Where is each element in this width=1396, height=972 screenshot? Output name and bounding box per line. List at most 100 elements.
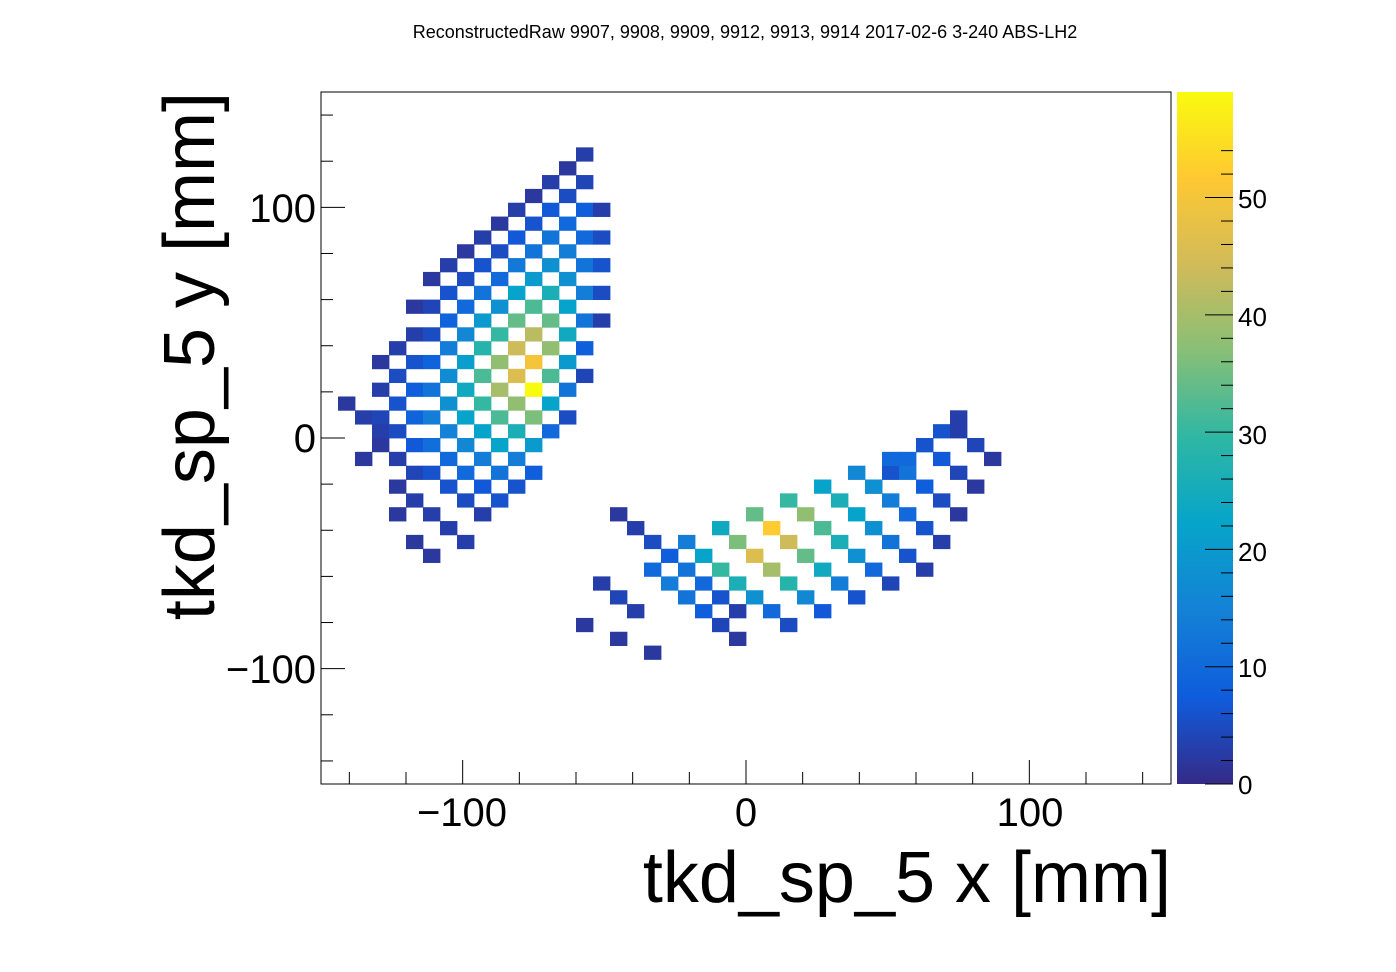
heatmap-bin (933, 534, 951, 550)
heatmap-bin (559, 188, 577, 204)
heatmap-bin (406, 354, 424, 370)
heatmap-bin (508, 451, 526, 467)
heatmap-bin (695, 604, 713, 619)
heatmap-bin (508, 341, 526, 356)
heatmap-bin (474, 396, 492, 411)
heatmap-bin (440, 341, 458, 356)
heatmap-bin (882, 534, 900, 550)
heatmap-bin (406, 438, 424, 453)
colorbar-ticks (1205, 150, 1233, 785)
heatmap-bin (644, 645, 662, 660)
heatmap-bin (389, 396, 407, 411)
axis-ticks (321, 114, 1144, 784)
heatmap-bin (423, 548, 441, 563)
heatmap-bin (406, 299, 424, 314)
heatmap-bin (508, 285, 526, 300)
heatmap-bin (916, 479, 934, 494)
colorbar-label-0: 0 (1238, 770, 1252, 800)
heatmap-bin (508, 230, 526, 245)
heatmap-bin (576, 368, 594, 384)
heatmap-bin (899, 548, 917, 563)
heatmap-bin (440, 479, 458, 494)
heatmap-bin (355, 410, 373, 425)
heatmap-bin (508, 202, 526, 217)
heatmap-bin (406, 410, 424, 425)
heatmap-bin (950, 424, 968, 439)
x-tick-label-0: 0 (735, 791, 757, 835)
heatmap-bin (967, 479, 985, 494)
heatmap-bin (984, 451, 1002, 467)
heatmap-bin (525, 465, 543, 480)
heatmap-bin (746, 590, 764, 605)
heatmap-bin (338, 396, 356, 411)
heatmap-bin (695, 548, 713, 563)
heatmap-bin (576, 285, 594, 300)
heatmap-bin (559, 216, 577, 231)
heatmap-bin (729, 576, 747, 591)
heatmap-bin (916, 438, 934, 453)
heatmap-bin (610, 590, 628, 605)
heatmap-bin (423, 271, 441, 287)
x-axis-label: tkd_sp_5 x [mm] (643, 838, 1171, 918)
heatmap-bin (576, 617, 594, 633)
heatmap-bin (610, 631, 628, 646)
heatmap-bin (950, 507, 968, 522)
heatmap-bin (831, 576, 849, 591)
heatmap-bin (899, 465, 917, 480)
heatmap-bin (474, 451, 492, 467)
heatmap-bin (916, 521, 934, 536)
heatmap-bin (423, 299, 441, 314)
heatmap-bin (491, 410, 509, 425)
heatmap-bin (389, 368, 407, 384)
heatmap-bin (491, 299, 509, 314)
colorbar-label-40: 40 (1238, 302, 1267, 332)
heatmap-bin (508, 424, 526, 439)
heatmap-bin (508, 396, 526, 411)
heatmap-bin (576, 230, 594, 245)
heatmap-bin (508, 368, 526, 384)
heatmap-bin (474, 285, 492, 300)
heatmap-bin (797, 548, 815, 563)
heatmap-bin (491, 271, 509, 287)
heatmap-bin (474, 507, 492, 522)
heatmap-bin (644, 534, 662, 550)
heatmap-bin (542, 258, 560, 273)
heatmap-bin (576, 147, 594, 162)
heatmap-bin (950, 465, 968, 480)
heatmap-bins (338, 147, 1002, 660)
heatmap-bin (372, 438, 390, 453)
heatmap-bin (372, 410, 390, 425)
heatmap-bin (933, 424, 951, 439)
heatmap-bin (559, 271, 577, 287)
heatmap-bin (389, 341, 407, 356)
heatmap-bin (763, 562, 781, 577)
heatmap-bin (406, 382, 424, 397)
heatmap-bin (474, 424, 492, 439)
heatmap-bin (457, 244, 475, 259)
heatmap-bin (763, 521, 781, 536)
heatmap-bin (525, 216, 543, 231)
heatmap-bin (457, 438, 475, 453)
heatmap-bin (814, 562, 832, 577)
heatmap-bin (542, 202, 560, 217)
x-tick-label-neg100: −100 (417, 791, 507, 835)
heatmap-bin (525, 188, 543, 204)
heatmap-bin (967, 438, 985, 453)
heatmap-bin (542, 341, 560, 356)
heatmap-bin (882, 451, 900, 467)
heatmap-bin (423, 354, 441, 370)
heatmap-bin (780, 493, 798, 508)
heatmap-bin (797, 507, 815, 522)
heatmap-bin (729, 631, 747, 646)
heatmap-bin (542, 175, 560, 190)
heatmap-bin (474, 313, 492, 328)
heatmap-bin (440, 424, 458, 439)
heatmap-bin (559, 161, 577, 176)
heatmap-bin (372, 354, 390, 370)
heatmap-bin (865, 479, 883, 494)
heatmap-bin (440, 451, 458, 467)
heatmap-bin (525, 271, 543, 287)
heatmap-bin (678, 534, 696, 550)
heatmap-bin (491, 438, 509, 453)
heatmap-bin (559, 410, 577, 425)
